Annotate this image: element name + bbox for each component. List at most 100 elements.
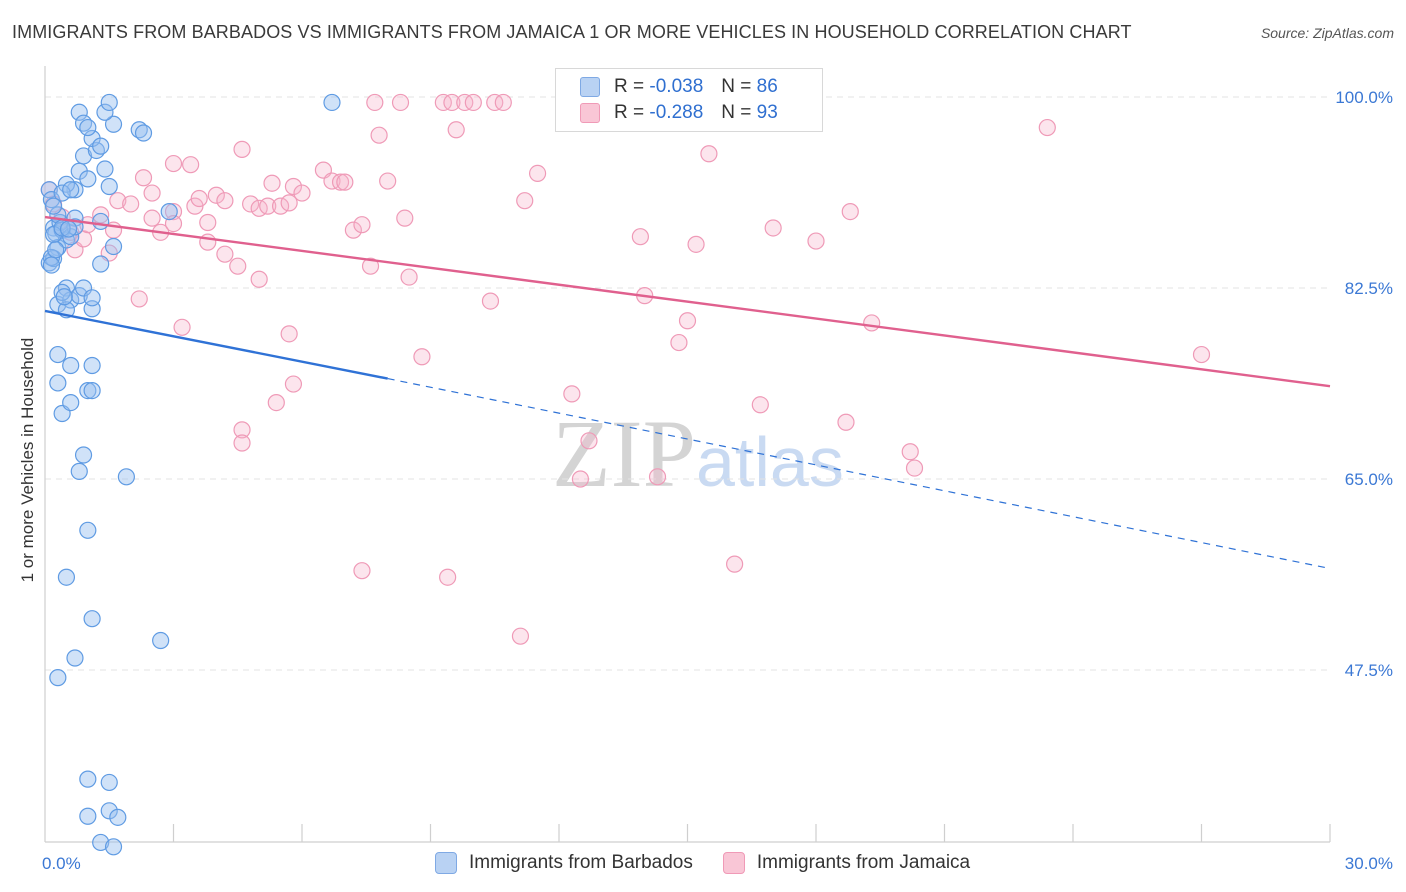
jamaica-point bbox=[413, 348, 431, 366]
series-swatch-barbados bbox=[435, 852, 457, 874]
jamaica-point bbox=[280, 194, 298, 212]
jamaica-point bbox=[92, 206, 110, 224]
jamaica-point bbox=[764, 219, 782, 237]
jamaica-point bbox=[494, 93, 512, 112]
barbados-point bbox=[92, 833, 110, 852]
barbados-point bbox=[70, 103, 88, 121]
y-tick-label: 65.0% bbox=[1345, 470, 1393, 489]
legend-r-value-jamaica: -0.288 bbox=[649, 102, 704, 123]
barbados-point bbox=[160, 203, 178, 221]
jamaica-point bbox=[563, 385, 581, 403]
x-tick-label-max: 30.0% bbox=[1345, 854, 1393, 873]
series-label-jamaica: Immigrants from Jamaica bbox=[756, 852, 971, 873]
legend-row-jamaica: R = -0.288 N = 93 bbox=[580, 101, 778, 125]
barbados-point bbox=[92, 212, 110, 231]
jamaica-point bbox=[331, 173, 350, 191]
jamaica-point bbox=[109, 192, 127, 210]
jamaica-point bbox=[391, 93, 410, 112]
jamaica-point bbox=[216, 245, 234, 263]
barbados-point bbox=[47, 241, 65, 259]
barbados-point bbox=[66, 181, 84, 199]
jamaica-point bbox=[481, 292, 500, 310]
jamaica-point bbox=[837, 413, 855, 431]
barbados-point bbox=[70, 462, 88, 480]
jamaica-point bbox=[678, 312, 697, 330]
barbados-point bbox=[100, 773, 118, 792]
barbados-point bbox=[323, 93, 341, 112]
legend-n-value-jamaica: 93 bbox=[756, 102, 778, 123]
barbados-point bbox=[92, 255, 110, 273]
jamaica-point bbox=[182, 156, 200, 174]
barbados-point bbox=[57, 568, 76, 586]
jamaica-point bbox=[648, 468, 667, 486]
barbados-point bbox=[79, 770, 97, 788]
jamaica-point bbox=[263, 174, 281, 192]
jamaica-point bbox=[807, 232, 825, 250]
barbados-point bbox=[104, 237, 123, 256]
barbados-point bbox=[42, 256, 61, 274]
correlation-legend: R = -0.038 N = 86 R = -0.288 N = 93 bbox=[555, 68, 823, 132]
barbados-point bbox=[83, 381, 101, 400]
jamaica-point bbox=[229, 257, 247, 275]
barbados-point bbox=[62, 181, 80, 199]
barbados-point bbox=[79, 381, 97, 400]
barbados-point bbox=[74, 147, 93, 165]
jamaica-point bbox=[580, 432, 598, 450]
series-label-barbados: Immigrants from Barbados bbox=[469, 852, 693, 873]
jamaica-point bbox=[901, 443, 919, 461]
jamaica-point bbox=[190, 189, 208, 208]
barbados-point bbox=[100, 93, 118, 112]
watermark-zip: ZIP bbox=[552, 400, 696, 507]
jamaica-point bbox=[379, 172, 397, 190]
jamaica-point bbox=[233, 434, 251, 452]
legend-swatch-barbados bbox=[580, 77, 600, 97]
jamaica-point bbox=[122, 195, 140, 213]
jamaica-point bbox=[439, 568, 457, 586]
jamaica-point bbox=[1038, 118, 1056, 137]
barbados-point bbox=[104, 838, 123, 856]
legend-swatch-jamaica bbox=[580, 103, 600, 123]
jamaica-point bbox=[700, 145, 718, 163]
y-tick-label: 100.0% bbox=[1335, 88, 1393, 107]
jamaica-point bbox=[464, 93, 482, 112]
legend-n-label: N = bbox=[721, 102, 752, 123]
jamaica-point bbox=[863, 314, 881, 332]
barbados-point bbox=[62, 394, 80, 412]
chart-title: IMMIGRANTS FROM BARBADOS VS IMMIGRANTS F… bbox=[12, 22, 1132, 42]
jamaica-point bbox=[905, 459, 924, 477]
barbados-point bbox=[96, 103, 114, 121]
barbados-point bbox=[100, 802, 118, 820]
jamaica-point bbox=[631, 228, 649, 246]
jamaica-point bbox=[130, 290, 148, 308]
jamaica-point bbox=[1192, 345, 1211, 364]
barbados-point bbox=[92, 137, 110, 155]
jamaica-point bbox=[143, 209, 161, 227]
y-tick-label: 82.5% bbox=[1345, 279, 1393, 298]
jamaica-point bbox=[344, 221, 362, 239]
barbados-point bbox=[83, 356, 101, 375]
watermark: ZIPatlas bbox=[552, 398, 844, 509]
jamaica-point bbox=[726, 555, 744, 573]
jamaica-point bbox=[528, 164, 547, 182]
jamaica-point bbox=[396, 209, 414, 227]
jamaica-point bbox=[353, 216, 371, 234]
barbados-point bbox=[79, 170, 97, 188]
watermark-atlas: atlas bbox=[696, 423, 844, 501]
legend-row-barbados: R = -0.038 N = 86 bbox=[580, 75, 778, 99]
barbados-point bbox=[44, 197, 63, 215]
barbados-point bbox=[49, 374, 67, 392]
jamaica-point bbox=[164, 154, 183, 173]
jamaica-point bbox=[250, 270, 268, 288]
jamaica-point bbox=[447, 121, 465, 139]
jamaica-point bbox=[293, 184, 311, 202]
legend-r-label: R = bbox=[614, 102, 645, 123]
x-tick-label-min: 0.0% bbox=[42, 854, 81, 873]
barbados-point bbox=[83, 610, 101, 628]
jamaica-point bbox=[242, 195, 260, 213]
jamaica-point bbox=[143, 184, 161, 202]
jamaica-point bbox=[134, 169, 153, 187]
legend-n-label: N = bbox=[721, 76, 752, 97]
barbados-point bbox=[49, 669, 67, 687]
jamaica-point bbox=[284, 177, 303, 196]
